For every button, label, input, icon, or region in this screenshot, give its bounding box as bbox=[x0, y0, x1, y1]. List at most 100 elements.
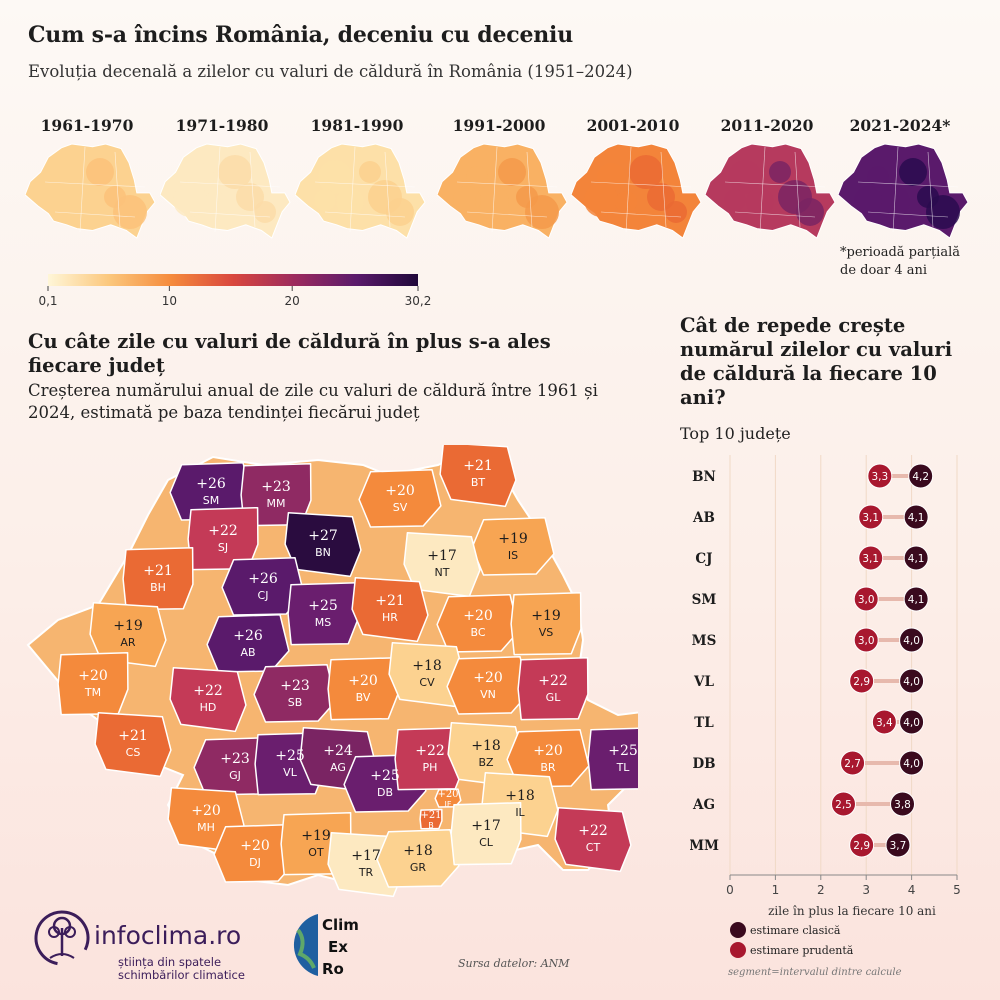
county-code-GL: GL bbox=[546, 691, 562, 704]
decade-map-6 bbox=[838, 143, 969, 239]
county-code-MS: MS bbox=[315, 616, 331, 629]
section3-title: Cât de repede crește numărul zilelor cu … bbox=[680, 314, 953, 409]
county-value-IF: +20 bbox=[437, 789, 458, 800]
decade-county-patch bbox=[728, 160, 762, 194]
legend-tick-label: 0,1 bbox=[38, 294, 57, 308]
x-tick-label: 2 bbox=[817, 883, 825, 897]
page-title: Cum s-a încins România, deceniu cu decen… bbox=[28, 22, 573, 48]
county-value-AR: +19 bbox=[113, 618, 143, 634]
decade-county-border bbox=[491, 146, 498, 233]
county-code-HD: HD bbox=[200, 701, 217, 714]
county-shape-HR bbox=[351, 576, 429, 643]
county-code-AG: AG bbox=[330, 761, 346, 774]
legend-label: estimare clasică bbox=[750, 924, 841, 937]
county-value-CJ: +26 bbox=[248, 571, 278, 587]
section2-subtitle: Creșterea numărului anual de zile cu val… bbox=[28, 381, 598, 422]
county-value-IS: +19 bbox=[498, 531, 528, 547]
county-code-SJ: SJ bbox=[218, 541, 228, 554]
decade-county-patch bbox=[647, 183, 675, 211]
decade-county-border bbox=[734, 211, 816, 218]
decade-label-5: 2011-2020 bbox=[720, 116, 814, 135]
category-label: BN bbox=[692, 469, 716, 485]
county-shape-BR bbox=[506, 728, 590, 788]
decade-county-patch bbox=[615, 191, 637, 213]
x-tick-label: 5 bbox=[953, 883, 961, 897]
x-tick-label: 4 bbox=[908, 883, 916, 897]
county-value-TM: +20 bbox=[78, 668, 108, 684]
county-code-TR: TR bbox=[358, 866, 374, 879]
dot-value-label: 2,7 bbox=[844, 758, 861, 770]
decade-county-patch bbox=[359, 161, 381, 183]
category-label: TL bbox=[694, 715, 714, 731]
decade-county-patch bbox=[475, 185, 509, 219]
county-value-CV: +18 bbox=[412, 658, 442, 674]
county-shape-TL bbox=[587, 727, 638, 791]
county-code-TL: TL bbox=[616, 761, 631, 774]
dot-value-label: 4,0 bbox=[903, 758, 920, 770]
county-value-BH: +21 bbox=[143, 563, 173, 579]
county-code-SM: SM bbox=[203, 494, 219, 507]
dot-value-label: 3,3 bbox=[871, 471, 888, 483]
county-code-AR: AR bbox=[120, 636, 136, 649]
county-value-DB: +25 bbox=[370, 768, 400, 784]
dot-value-label: 3,7 bbox=[890, 840, 907, 852]
decade-county-border bbox=[314, 181, 416, 188]
decade-county-border bbox=[466, 211, 548, 218]
county-value-SM: +26 bbox=[196, 476, 226, 492]
legend-tick-label: 10 bbox=[162, 294, 177, 308]
dot-value-label: 2,9 bbox=[853, 676, 870, 688]
dot-value-label: 3,0 bbox=[858, 594, 875, 606]
county-shape-SB bbox=[253, 663, 337, 723]
county-code-B: B bbox=[428, 821, 434, 830]
county-value-GR: +18 bbox=[403, 843, 433, 859]
dot-classic bbox=[903, 504, 929, 530]
decade-county-patch bbox=[724, 189, 746, 211]
legend-tick-label: 30,2 bbox=[405, 294, 432, 308]
decade-county-patch bbox=[218, 155, 252, 189]
infoclima-tagline-2: schimbărilor climatice bbox=[118, 968, 245, 982]
climexro-text-2: Ex bbox=[328, 938, 348, 956]
legend-swatch bbox=[730, 922, 746, 938]
county-code-SV: SV bbox=[393, 501, 408, 514]
county-value-SB: +23 bbox=[280, 678, 310, 694]
county-shape-CT bbox=[554, 806, 632, 873]
dot-prudent bbox=[831, 791, 856, 817]
decade-county-patch bbox=[629, 155, 663, 189]
infoclima-tree-icon bbox=[34, 910, 90, 966]
county-code-DB: DB bbox=[377, 786, 393, 799]
decade-county-border bbox=[249, 151, 256, 228]
category-label: MS bbox=[692, 633, 717, 649]
dot-value-label: 4,1 bbox=[908, 553, 925, 565]
decade-county-patch bbox=[236, 183, 264, 211]
county-code-BV: BV bbox=[356, 691, 371, 704]
county-value-SJ: +22 bbox=[208, 523, 238, 539]
county-shape-HD bbox=[169, 666, 247, 733]
county-code-VN: VN bbox=[480, 688, 496, 701]
decade-county-patch bbox=[336, 188, 364, 216]
decade-county-border bbox=[349, 146, 356, 233]
county-code-BC: BC bbox=[470, 626, 485, 639]
decade-county-border bbox=[625, 146, 632, 233]
legend-swatch bbox=[730, 942, 746, 958]
decade-county-patch bbox=[867, 166, 889, 188]
decade-county-border bbox=[590, 181, 692, 188]
decade-county-patch bbox=[525, 195, 559, 229]
dot-classic bbox=[899, 627, 925, 653]
decade-county-border bbox=[214, 146, 221, 233]
county-shape-VN bbox=[446, 655, 530, 715]
x-tick-label: 3 bbox=[862, 883, 870, 897]
dot-classic bbox=[890, 791, 916, 817]
dot-prudent bbox=[849, 832, 875, 858]
decade-county-border bbox=[759, 146, 766, 233]
chart-note: segment=intervalul dintre calcule bbox=[728, 967, 902, 978]
county-value-BT: +21 bbox=[463, 458, 493, 474]
dot-prudent bbox=[858, 545, 884, 571]
infoclima-logo: infoclima.ro știința din spatele schimbă… bbox=[34, 910, 245, 982]
county-code-MH: MH bbox=[197, 821, 215, 834]
decade-county-patch bbox=[86, 158, 114, 186]
county-value-DJ: +20 bbox=[240, 838, 270, 854]
dot-value-label: 4,1 bbox=[908, 512, 925, 524]
decade-county-patch bbox=[796, 198, 824, 226]
decade-label-4: 2001-2010 bbox=[586, 116, 680, 135]
decade-county-patch bbox=[318, 160, 352, 194]
